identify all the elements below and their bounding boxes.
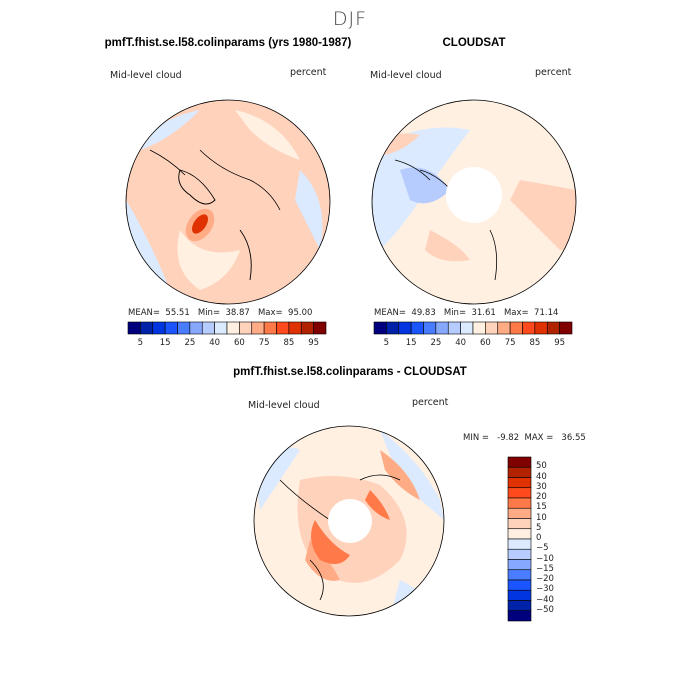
panel2-colorbar — [373, 321, 573, 335]
colorbar-label: −10 — [536, 553, 554, 564]
panel1-colorbar — [127, 321, 327, 335]
difference-title: pmfT.fhist.se.l58.colinparams - CLOUDSAT — [233, 366, 467, 378]
colorbar-box — [507, 487, 532, 499]
colorbar-box — [509, 321, 523, 335]
colorbar-label: 75 — [504, 338, 516, 348]
colorbar-box — [386, 321, 400, 335]
colorbar-label: −5 — [536, 543, 549, 554]
colorbar-box — [423, 321, 437, 335]
colorbar-box — [276, 321, 290, 335]
colorbar-box — [534, 321, 548, 335]
colorbar-label: 5 — [137, 338, 144, 348]
colorbar-box — [140, 321, 154, 335]
difference-variable: Mid-level cloud — [248, 400, 320, 411]
colorbar-box — [226, 321, 240, 335]
colorbar-label: 25 — [430, 338, 442, 348]
colorbar-box — [460, 321, 474, 335]
colorbar-label: 85 — [529, 338, 541, 348]
difference-units: percent — [412, 397, 449, 408]
colorbar-label: −30 — [536, 584, 554, 595]
colorbar-box — [507, 610, 532, 622]
colorbar-label: 20 — [536, 492, 547, 502]
colorbar-label: −40 — [536, 594, 554, 605]
colorbar-box — [507, 569, 532, 581]
colorbar-box — [201, 321, 215, 335]
colorbar-label: 5 — [383, 338, 390, 348]
colorbar-label: 60 — [479, 338, 491, 348]
colorbar-label: 50 — [536, 461, 547, 472]
colorbar-box — [507, 548, 532, 560]
colorbar-box — [507, 497, 532, 509]
colorbar-box — [507, 518, 532, 530]
colorbar-label: 40 — [455, 338, 467, 348]
colorbar-label: −20 — [536, 574, 554, 584]
colorbar-box — [263, 321, 277, 335]
colorbar-label: 30 — [536, 481, 547, 492]
colorbar-label: 15 — [536, 502, 547, 513]
colorbar-box — [214, 321, 228, 335]
colorbar-box — [559, 321, 573, 335]
colorbar-label: 40 — [536, 471, 547, 482]
colorbar-label: 15 — [159, 338, 171, 348]
colorbar-label: 95 — [308, 338, 320, 348]
colorbar-label: 0 — [536, 533, 542, 543]
figure-title: DJF — [332, 8, 368, 30]
colorbar-box — [313, 321, 327, 335]
difference-minmax: MIN = -9.82 MAX = 36.55 — [463, 433, 586, 443]
colorbar-box — [251, 321, 265, 335]
colorbar-box — [410, 321, 424, 335]
panel2-map — [372, 100, 576, 304]
colorbar-label: −15 — [536, 563, 554, 574]
colorbar-box — [127, 321, 141, 335]
panel1-stats: MEAN= 55.51 Min= 38.87 Max= 95.00 — [128, 308, 313, 318]
colorbar-box — [300, 321, 314, 335]
colorbar-box — [497, 321, 511, 335]
colorbar-label: 60 — [233, 338, 245, 348]
panel2-stats: MEAN= 49.83 Min= 31.61 Max= 71.14 — [374, 308, 559, 318]
colorbar-box — [507, 528, 532, 540]
colorbar-box — [189, 321, 203, 335]
panel2-units: percent — [535, 67, 572, 78]
colorbar-box — [507, 538, 532, 550]
colorbar-box — [546, 321, 560, 335]
colorbar-box — [398, 321, 412, 335]
colorbar-box — [507, 600, 532, 612]
colorbar-box — [507, 456, 532, 468]
panel1-units: percent — [290, 67, 327, 78]
colorbar-box — [507, 559, 532, 571]
colorbar-box — [164, 321, 178, 335]
colorbar-box — [507, 589, 532, 601]
colorbar-box — [507, 466, 532, 478]
colorbar-box — [239, 321, 253, 335]
colorbar-box — [288, 321, 302, 335]
colorbar-box — [507, 477, 532, 489]
colorbar-label: 25 — [184, 338, 196, 348]
difference-map — [254, 426, 444, 616]
colorbar-box — [435, 321, 449, 335]
colorbar-box — [472, 321, 486, 335]
colorbar-label: 95 — [554, 338, 566, 348]
colorbar-box — [507, 507, 532, 519]
panel1-variable: Mid-level cloud — [110, 70, 182, 81]
panel1-title: pmfT.fhist.se.l58.colinparams (yrs 1980-… — [104, 37, 352, 49]
colorbar-box — [522, 321, 536, 335]
colorbar-box — [447, 321, 461, 335]
colorbar-box — [373, 321, 387, 335]
colorbar-label: 40 — [209, 338, 221, 348]
colorbar-label: 15 — [405, 338, 417, 348]
colorbar-label: 75 — [258, 338, 270, 348]
panel2-title: CLOUDSAT — [442, 37, 506, 49]
colorbar-label: 10 — [536, 512, 547, 523]
colorbar-label: 5 — [536, 522, 542, 533]
colorbar-box — [152, 321, 166, 335]
colorbar-label: −50 — [536, 604, 554, 615]
colorbar-box — [177, 321, 191, 335]
difference-colorbar — [507, 456, 532, 622]
colorbar-box — [507, 579, 532, 591]
colorbar-box — [485, 321, 499, 335]
panel1-map — [126, 100, 330, 304]
panel2-variable: Mid-level cloud — [370, 70, 442, 81]
colorbar-label: 85 — [283, 338, 295, 348]
